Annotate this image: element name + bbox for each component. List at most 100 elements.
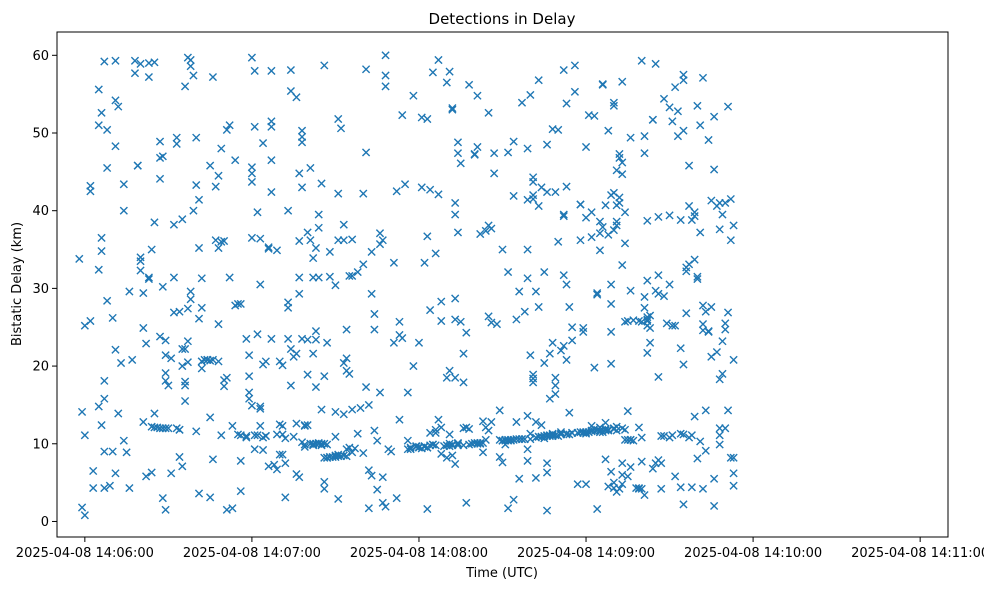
data-point: [361, 148, 371, 157]
data-point: [687, 431, 696, 440]
data-point: [671, 472, 680, 481]
data-point: [378, 498, 387, 507]
data-point: [186, 287, 195, 296]
data-point: [726, 194, 735, 204]
data-point: [492, 320, 502, 329]
data-point: [618, 158, 627, 167]
data-point: [490, 169, 499, 178]
data-point: [303, 228, 312, 237]
data-point: [690, 208, 699, 217]
data-point: [568, 323, 577, 332]
data-point: [381, 71, 390, 80]
data-point: [172, 139, 181, 148]
data-point: [484, 312, 493, 321]
data-point: [147, 468, 156, 477]
data-point: [211, 182, 220, 191]
data-point: [381, 51, 390, 60]
data-point: [615, 149, 624, 159]
data-point: [451, 210, 460, 219]
data-point: [144, 72, 153, 82]
data-point: [598, 222, 607, 232]
data-point: [331, 281, 340, 290]
data-point: [509, 495, 518, 504]
data-point: [125, 483, 134, 493]
data-point: [456, 317, 465, 326]
data-point: [590, 111, 599, 121]
data-point: [498, 458, 507, 467]
data-point: [729, 453, 738, 462]
data-point: [322, 440, 332, 449]
data-point: [250, 122, 259, 131]
data-point: [339, 358, 348, 368]
data-point: [590, 363, 599, 372]
data-point: [320, 484, 329, 493]
data-point: [698, 73, 708, 82]
data-point: [606, 299, 616, 309]
data-point: [414, 338, 424, 347]
data-point: [228, 504, 237, 513]
data-point: [648, 464, 657, 473]
data-point: [197, 274, 206, 283]
data-point: [361, 382, 371, 392]
data-point: [222, 125, 231, 134]
data-point: [264, 243, 273, 252]
data-point: [626, 462, 635, 472]
data-point: [579, 323, 588, 333]
data-point: [679, 430, 688, 439]
data-point: [470, 150, 479, 159]
data-point: [370, 426, 379, 435]
data-point: [562, 99, 571, 108]
data-point: [256, 421, 265, 430]
data-point: [707, 302, 716, 312]
data-point: [451, 373, 460, 382]
data-point: [89, 466, 98, 476]
data-point: [640, 149, 649, 158]
data-point: [671, 321, 680, 330]
data-point: [503, 504, 513, 513]
data-point: [426, 306, 435, 315]
data-point: [690, 255, 699, 264]
data-point: [587, 208, 596, 217]
data-point: [320, 61, 329, 70]
data-point: [94, 265, 103, 274]
data-point: [509, 137, 518, 146]
y-tick-label: 0: [41, 515, 49, 530]
y-tick-label: 20: [32, 360, 49, 375]
x-axis-ticks: 2025-04-08 14:06:00 2025-04-08 14:07:00 20…: [16, 537, 984, 561]
data-point: [345, 369, 354, 378]
data-point: [278, 450, 287, 459]
data-point: [175, 307, 184, 316]
data-point: [559, 212, 568, 221]
data-point: [261, 357, 270, 366]
data-point: [559, 271, 568, 280]
data-point: [155, 137, 165, 146]
data-point: [729, 481, 738, 490]
data-point: [214, 243, 223, 253]
data-point: [100, 483, 109, 493]
data-point: [342, 354, 351, 363]
data-point: [144, 273, 153, 282]
data-point: [236, 456, 245, 465]
data-point: [189, 206, 198, 215]
data-point: [97, 233, 106, 242]
data-point: [529, 173, 538, 182]
data-point: [451, 459, 460, 469]
data-point: [119, 180, 128, 189]
data-point: [295, 273, 304, 282]
data-point: [442, 373, 451, 382]
data-point: [657, 459, 666, 468]
data-point: [559, 341, 568, 350]
data-point: [620, 425, 630, 434]
data-point: [114, 409, 123, 418]
data-point: [381, 82, 390, 91]
data-point: [437, 297, 446, 306]
x-axis-label: Time (UTC): [465, 566, 538, 581]
data-point: [565, 408, 574, 417]
data-point: [272, 246, 282, 255]
data-point: [353, 267, 362, 277]
data-point: [317, 405, 326, 414]
data-point: [598, 80, 607, 89]
data-point: [473, 142, 482, 152]
data-point: [587, 233, 596, 242]
data-point: [264, 244, 273, 253]
